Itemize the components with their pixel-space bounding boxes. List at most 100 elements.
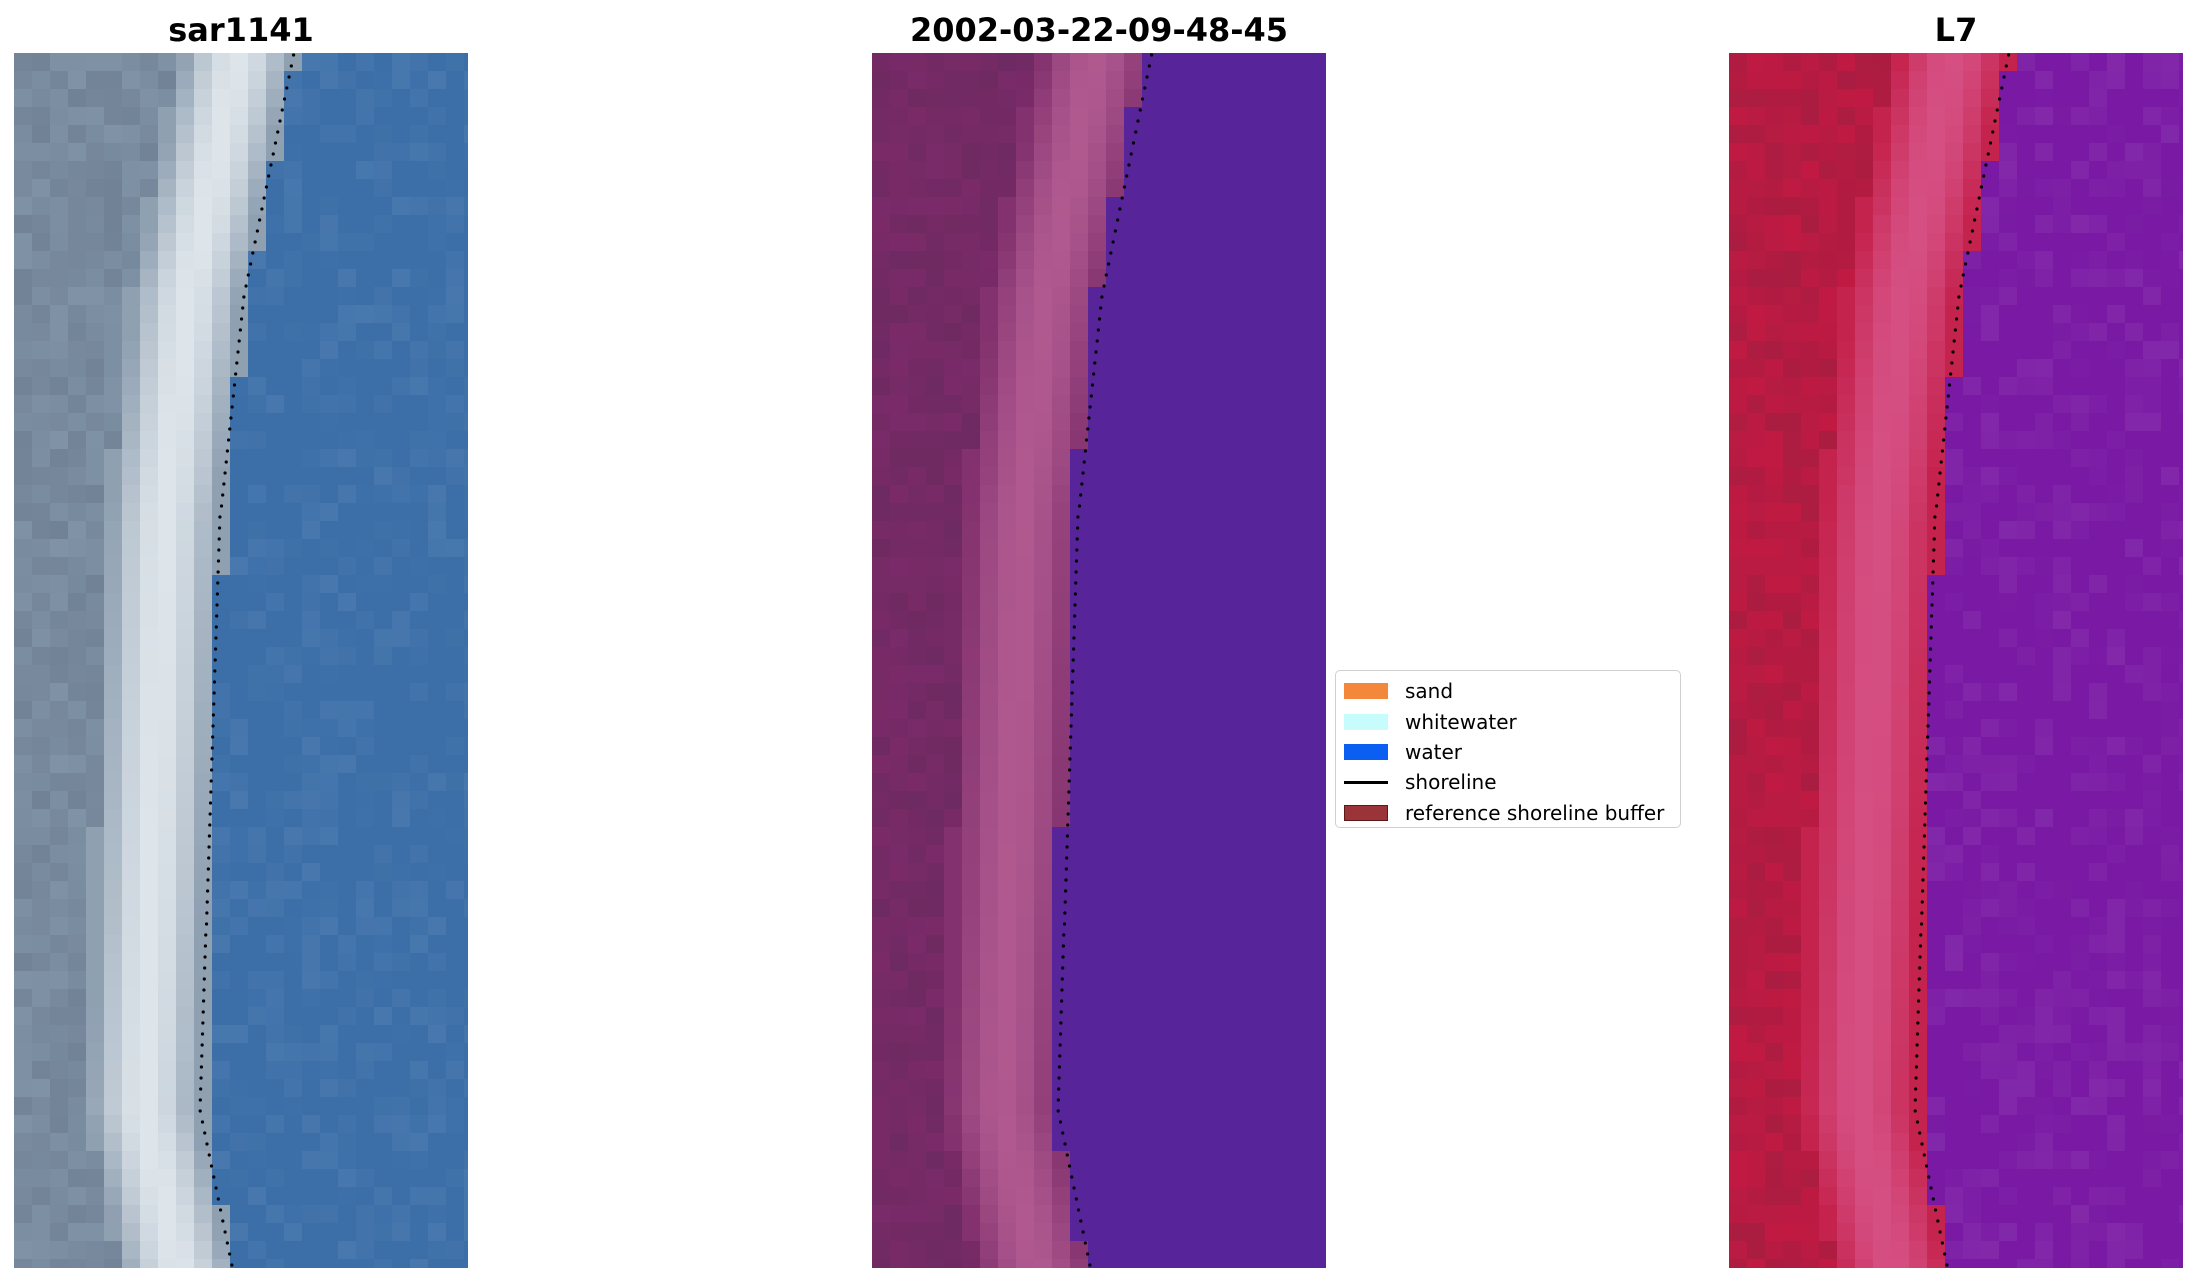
image-pixel <box>212 827 231 846</box>
image-pixel <box>1142 1061 1161 1080</box>
image-pixel <box>1322 1007 1326 1026</box>
image-pixel <box>944 1151 963 1170</box>
image-pixel <box>1945 305 1964 324</box>
image-pixel <box>104 863 123 882</box>
image-pixel <box>1855 899 1874 918</box>
image-pixel <box>1801 647 1820 666</box>
image-pixel <box>1268 899 1287 918</box>
image-pixel <box>944 359 963 378</box>
shoreline-dot <box>280 108 284 112</box>
image-pixel <box>1268 467 1287 486</box>
image-pixel <box>392 989 411 1008</box>
image-pixel <box>1070 179 1089 198</box>
image-pixel <box>356 809 375 828</box>
image-pixel <box>410 845 429 864</box>
image-pixel <box>50 611 69 630</box>
image-pixel <box>446 1169 465 1188</box>
image-pixel <box>2143 755 2162 774</box>
image-pixel <box>1837 683 1856 702</box>
image-pixel <box>908 989 927 1008</box>
image-pixel <box>2107 251 2126 270</box>
image-pixel <box>32 1061 51 1080</box>
image-pixel <box>1196 1025 1215 1044</box>
image-pixel <box>944 377 963 396</box>
image-pixel <box>68 107 87 126</box>
image-pixel <box>1729 845 1748 864</box>
image-pixel <box>2179 503 2183 522</box>
image-pixel <box>194 629 213 648</box>
image-pixel <box>1052 719 1071 738</box>
image-pixel <box>998 305 1017 324</box>
image-pixel <box>1214 1007 1233 1026</box>
image-pixel <box>1963 269 1982 288</box>
image-pixel <box>1322 953 1326 972</box>
image-pixel <box>194 359 213 378</box>
image-pixel <box>1016 755 1035 774</box>
image-pixel <box>194 395 213 414</box>
image-pixel <box>1232 575 1251 594</box>
image-pixel <box>1088 413 1107 432</box>
image-pixel <box>212 665 231 684</box>
image-pixel <box>1124 611 1143 630</box>
image-pixel <box>86 359 105 378</box>
image-pixel <box>1268 125 1287 144</box>
image-pixel <box>1963 53 1982 72</box>
image-pixel <box>2107 125 2126 144</box>
image-pixel <box>1178 143 1197 162</box>
image-pixel <box>104 269 123 288</box>
image-pixel <box>356 251 375 270</box>
image-pixel <box>32 1223 51 1242</box>
image-pixel <box>2125 845 2144 864</box>
image-pixel <box>1232 251 1251 270</box>
image-pixel <box>14 539 33 558</box>
image-pixel <box>122 1007 141 1026</box>
image-pixel <box>320 881 339 900</box>
image-pixel <box>446 1241 465 1260</box>
image-pixel <box>908 593 927 612</box>
image-pixel <box>2035 179 2054 198</box>
image-pixel <box>248 557 267 576</box>
image-pixel <box>980 413 999 432</box>
image-pixel <box>302 755 321 774</box>
image-pixel <box>1891 125 1910 144</box>
image-pixel <box>2125 233 2144 252</box>
shoreline-dot <box>271 152 275 156</box>
image-pixel <box>2053 89 2072 108</box>
image-pixel <box>1268 521 1287 540</box>
image-pixel <box>872 1007 891 1026</box>
image-pixel <box>908 1007 927 1026</box>
image-pixel <box>1999 53 2018 72</box>
image-pixel <box>68 71 87 90</box>
image-pixel <box>962 143 981 162</box>
image-pixel <box>392 647 411 666</box>
image-pixel <box>890 395 909 414</box>
image-pixel <box>248 395 267 414</box>
image-pixel <box>140 809 159 828</box>
image-pixel <box>2125 629 2144 648</box>
image-pixel <box>1729 359 1748 378</box>
image-pixel <box>998 1151 1017 1170</box>
image-pixel <box>1322 719 1326 738</box>
image-pixel <box>1909 341 1928 360</box>
image-pixel <box>230 413 249 432</box>
image-pixel <box>1106 1097 1125 1116</box>
image-pixel <box>50 647 69 666</box>
image-pixel <box>1250 719 1269 738</box>
image-pixel <box>446 269 465 288</box>
image-pixel <box>212 647 231 666</box>
image-pixel <box>32 647 51 666</box>
image-pixel <box>32 1187 51 1206</box>
image-pixel <box>1729 557 1748 576</box>
image-pixel <box>14 197 33 216</box>
image-pixel <box>1981 863 2000 882</box>
image-pixel <box>302 1223 321 1242</box>
shoreline-dot <box>213 669 217 673</box>
image-pixel <box>908 1223 927 1242</box>
image-pixel <box>1034 683 1053 702</box>
image-pixel <box>1981 521 2000 540</box>
image-pixel <box>446 1151 465 1170</box>
shoreline-dot <box>1100 295 1104 299</box>
image-pixel <box>1034 737 1053 756</box>
image-pixel <box>86 89 105 108</box>
image-pixel <box>1909 503 1928 522</box>
